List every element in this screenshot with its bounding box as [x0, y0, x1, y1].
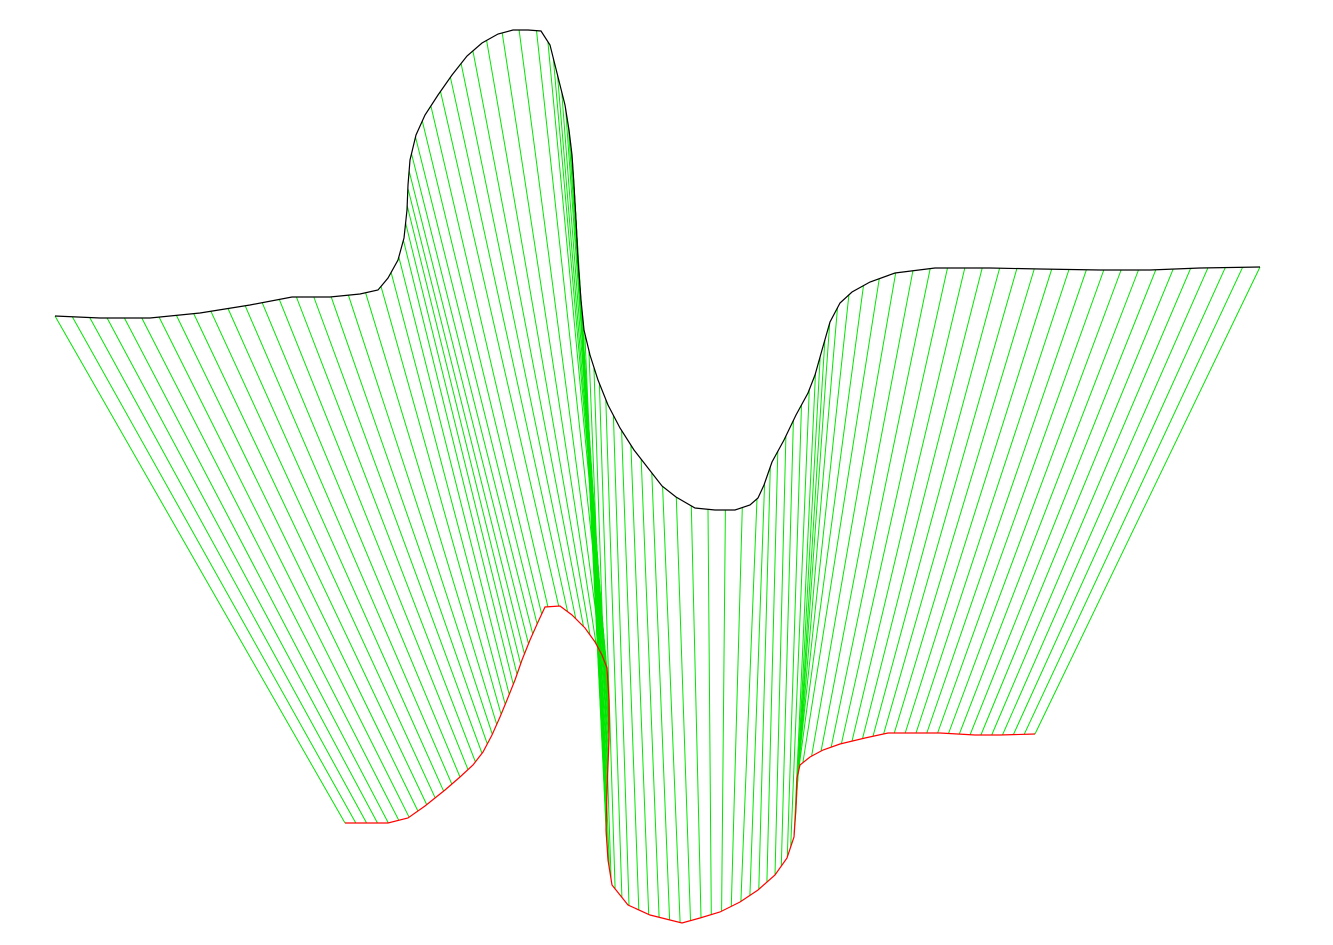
- top-curve: [54, 29, 1261, 511]
- connector-line: [430, 105, 549, 607]
- connector-line: [730, 507, 743, 907]
- connector-line: [651, 472, 671, 920]
- connector-line: [780, 420, 794, 867]
- connector-line: [991, 268, 1192, 736]
- connector-line: [1023, 267, 1244, 735]
- connector-line: [71, 316, 357, 824]
- connector-line: [405, 222, 518, 675]
- connector-line: [872, 268, 1001, 737]
- connector-line: [794, 356, 821, 826]
- connector-line: [54, 315, 346, 824]
- connector-line: [472, 50, 584, 627]
- connector-line: [518, 29, 602, 654]
- connector-line: [440, 91, 560, 607]
- connector-line: [175, 315, 419, 812]
- connector-line: [793, 373, 816, 837]
- connector-line: [582, 316, 608, 848]
- connector-line: [123, 317, 389, 824]
- connector-line: [937, 269, 1105, 734]
- connector-line: [210, 311, 436, 799]
- connector-line: [796, 307, 838, 794]
- connector-line: [830, 268, 931, 748]
- connector-line: [811, 272, 897, 757]
- connector-line: [790, 389, 810, 847]
- connector-line: [593, 366, 612, 880]
- connector-line: [89, 317, 368, 824]
- connector-line: [904, 269, 1053, 734]
- connector-line: [398, 256, 510, 695]
- connector-line: [605, 399, 623, 898]
- connector-line: [948, 269, 1122, 734]
- connector-line: [141, 317, 400, 821]
- connector-line: [851, 267, 966, 742]
- connector-line: [244, 305, 453, 785]
- connector-line: [630, 445, 650, 915]
- connector-line: [969, 269, 1157, 735]
- connector-line: [958, 269, 1139, 735]
- connector-line: [840, 267, 948, 744]
- connector-line: [347, 295, 493, 735]
- connector-line: [749, 483, 766, 896]
- connector-line: [690, 505, 702, 918]
- connector-line: [408, 170, 529, 644]
- connector-line: [675, 497, 691, 921]
- connector-line: [1034, 266, 1261, 735]
- connector-line: [295, 296, 476, 763]
- connector-line: [588, 350, 610, 869]
- connector-lines: [54, 29, 1261, 923]
- connector-line: [415, 136, 538, 625]
- connector-line: [421, 120, 543, 615]
- connector-line: [1012, 267, 1226, 735]
- connector-line: [460, 63, 577, 619]
- connector-line: [402, 240, 514, 685]
- connector-line: [449, 77, 569, 612]
- connector-line: [330, 296, 488, 745]
- connector-line: [796, 294, 850, 783]
- connector-line: [407, 188, 525, 655]
- connector-line: [380, 286, 502, 715]
- connector-line: [797, 285, 864, 772]
- connector-line: [106, 317, 378, 824]
- connector-line: [411, 153, 534, 635]
- connector-line: [598, 383, 616, 889]
- connector-line: [774, 435, 787, 875]
- connector-line: [158, 316, 410, 818]
- connector-line: [501, 32, 597, 645]
- connector-line: [662, 486, 681, 923]
- connector-line: [365, 292, 498, 725]
- connector-line: [261, 302, 461, 778]
- connector-line: [721, 509, 726, 912]
- connector-line: [486, 40, 591, 636]
- connector-line: [707, 509, 712, 915]
- connector-line: [1002, 267, 1209, 736]
- connector-line: [926, 269, 1087, 734]
- connector-line: [227, 308, 445, 792]
- connector-line: [278, 299, 469, 770]
- connector-line: [893, 268, 1035, 734]
- connector-line: [786, 404, 802, 858]
- connector-line: [766, 451, 779, 883]
- connector-line: [193, 313, 428, 805]
- connector-line: [612, 415, 630, 906]
- connector-line: [640, 459, 660, 918]
- connector-line: [820, 270, 914, 752]
- connector-line: [621, 430, 640, 910]
- connector-line: [862, 267, 983, 739]
- connector-line: [915, 269, 1070, 734]
- connector-line: [758, 466, 771, 890]
- connector-line: [584, 333, 609, 858]
- connector-line: [390, 272, 506, 705]
- connector-line: [795, 323, 831, 805]
- connector-line: [406, 205, 522, 665]
- connector-line: [802, 278, 880, 763]
- connector-line: [740, 498, 758, 902]
- bottom-curve: [345, 605, 1036, 924]
- connector-line: [883, 268, 1018, 735]
- connector-line: [313, 296, 483, 754]
- connector-line: [980, 268, 1174, 736]
